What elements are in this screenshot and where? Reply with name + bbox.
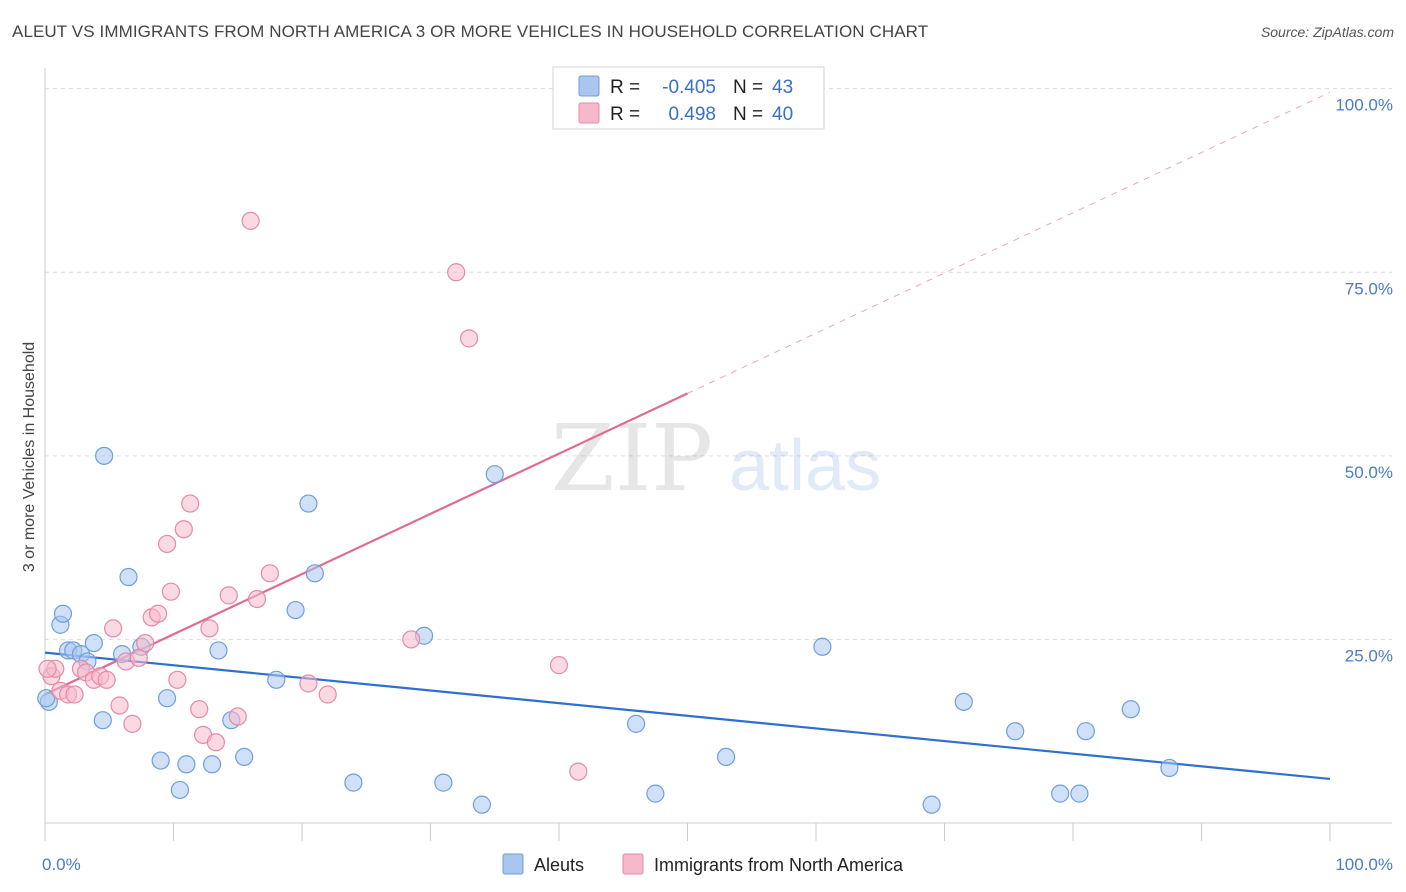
series-legend-label-aleuts: Aleuts (534, 855, 584, 875)
point-series0-17 (202, 755, 222, 774)
point-series0-25 (344, 773, 363, 792)
point-series0-36 (1006, 722, 1025, 741)
tick-labels: 25.0% 50.0% 75.0% 100.0% 0.0% 100.0% (42, 96, 1393, 874)
point-series0-22 (286, 600, 305, 620)
watermark: ZIP atlas (551, 405, 881, 512)
point-series0-20 (235, 747, 254, 767)
point-series0-21 (267, 670, 286, 689)
y-tick-label-0: 25.0% (1345, 646, 1393, 665)
point-series1-25 (200, 619, 219, 638)
point-series1-31 (260, 564, 279, 583)
legend-n-label-immigrants: N = (733, 104, 763, 125)
point-series0-24 (305, 564, 324, 583)
point-series0-16 (177, 755, 196, 774)
point-series1-21 (174, 520, 193, 539)
data-points (37, 211, 1179, 814)
series-legend-label-immigrants: Immigrants from North America (654, 855, 904, 875)
point-series1-22 (181, 494, 200, 513)
y-axis-label: 3 or more Vehicles in Household (21, 342, 38, 572)
point-series1-15 (136, 633, 155, 653)
point-series0-37 (1051, 784, 1070, 803)
point-series0-38 (1070, 784, 1089, 803)
point-series0-29 (485, 465, 504, 484)
point-series1-39 (38, 659, 57, 678)
legend-r-value-aleuts: -0.405 (662, 77, 716, 98)
point-series1-23 (190, 700, 209, 719)
point-series1-13 (123, 714, 142, 733)
grid-lines (45, 88, 1392, 640)
point-series0-42 (37, 689, 56, 708)
point-series1-10 (104, 619, 123, 638)
stats-legend: R = -0.405 N = 43 R = 0.498 N = 40 (552, 66, 825, 130)
chart-title: ALEUT VS IMMIGRANTS FROM NORTH AMERICA 3… (12, 22, 929, 41)
point-series1-18 (157, 534, 177, 554)
point-series0-27 (434, 773, 453, 792)
point-series0-33 (813, 637, 832, 656)
point-series0-40 (1121, 700, 1140, 719)
point-series1-33 (318, 685, 337, 704)
y-tick-label-1: 50.0% (1345, 463, 1393, 482)
point-series0-31 (646, 784, 665, 803)
point-series1-20 (168, 670, 187, 689)
legend-r-label-immigrants: R = (610, 104, 640, 125)
legend-swatch-aleuts (578, 75, 600, 97)
legend-r-value-immigrants: 0.498 (668, 104, 716, 125)
point-series1-30 (247, 589, 267, 609)
point-series1-35 (447, 263, 466, 282)
point-series1-9 (97, 670, 116, 689)
point-series0-14 (157, 689, 177, 708)
axes (44, 68, 1392, 841)
legend-r-label-aleuts: R = (610, 77, 640, 98)
point-series1-19 (161, 582, 181, 601)
point-series1-28 (228, 707, 247, 726)
watermark-atlas: atlas (729, 426, 881, 506)
y-tick-label-2: 75.0% (1345, 279, 1393, 298)
watermark-zip: ZIP (551, 405, 713, 512)
point-series0-41 (1160, 758, 1179, 778)
source-credit: Source: ZipAtlas.com (1260, 24, 1394, 40)
trend-line-0 (44, 651, 1331, 781)
series-legend: Aleuts Immigrants from North America (502, 853, 904, 875)
point-series0-32 (716, 747, 736, 767)
point-series1-4 (65, 685, 84, 704)
point-series0-23 (299, 494, 318, 513)
point-series1-29 (241, 211, 260, 230)
point-series1-11 (110, 696, 129, 715)
point-series0-11 (119, 567, 138, 587)
point-series0-35 (954, 692, 973, 711)
point-series1-37 (549, 656, 569, 675)
point-series1-36 (459, 329, 479, 348)
point-series0-13 (151, 751, 170, 770)
legend-n-label-aleuts: N = (733, 77, 763, 98)
point-series0-9 (95, 446, 114, 465)
trend-line-extension-1 (687, 91, 1331, 394)
point-series0-2 (53, 604, 73, 623)
x-tick-label-1: 100.0% (1335, 855, 1393, 874)
series-legend-swatch-immigrants (622, 853, 644, 875)
x-tick-label-0: 0.0% (42, 855, 81, 874)
point-series0-39 (1076, 722, 1095, 741)
point-series0-18 (209, 641, 228, 660)
point-series1-27 (219, 586, 238, 605)
series-legend-swatch-aleuts (502, 853, 524, 875)
y-tick-label-3: 100.0% (1335, 96, 1393, 115)
point-series0-15 (170, 780, 190, 800)
point-series1-34 (402, 630, 421, 649)
point-series1-26 (206, 733, 226, 752)
point-series1-17 (148, 604, 168, 623)
point-series0-30 (626, 714, 646, 733)
point-series0-8 (93, 711, 112, 730)
point-series0-7 (84, 633, 103, 653)
legend-n-value-aleuts: 43 (772, 77, 793, 98)
legend-n-value-immigrants: 40 (772, 104, 793, 125)
legend-swatch-immigrants (578, 102, 600, 124)
point-series0-28 (472, 795, 491, 814)
point-series1-38 (569, 762, 588, 781)
point-series1-32 (299, 674, 318, 693)
point-series0-34 (922, 795, 941, 814)
